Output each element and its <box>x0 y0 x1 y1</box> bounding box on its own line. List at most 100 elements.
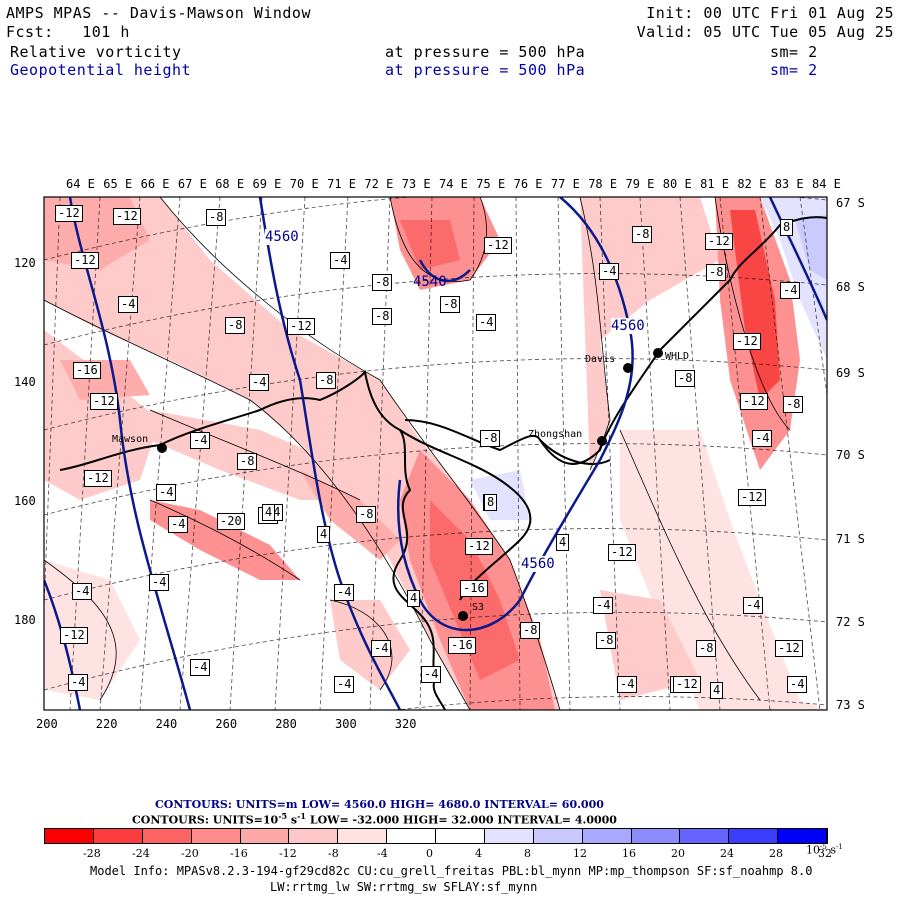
mawson-marker <box>157 443 167 453</box>
vorticity-label: -12 <box>705 233 733 250</box>
vort-info-sup1: -5 <box>278 811 288 821</box>
vorticity-label: -8 <box>372 274 393 291</box>
longitude-label: 84 E <box>812 177 841 191</box>
colorbar-cell <box>191 829 241 843</box>
field1-smoothing: sm= 2 <box>770 43 818 61</box>
longitude-label: 79 E <box>625 177 655 191</box>
vorticity-label: 4 <box>556 534 570 551</box>
longitude-label: 73 E <box>401 177 431 191</box>
vorticity-label: -12 <box>484 237 512 254</box>
colorbar-cell <box>778 829 827 843</box>
longitude-label: 64 E <box>66 177 95 191</box>
vorticity-label: -4 <box>617 676 638 693</box>
map-title: AMPS MPAS -- Davis-Mawson Window <box>6 4 311 22</box>
longitude-label: 68 E <box>215 177 245 191</box>
vorticity-label: -16 <box>73 362 101 379</box>
colorbar-cell <box>45 829 94 843</box>
coastline <box>59 216 827 710</box>
longitude-label: 82 E <box>737 177 767 191</box>
latitude-label: 68 S <box>836 280 865 294</box>
latitude-label: 73 S <box>836 698 865 712</box>
colorbar-cell <box>533 829 583 843</box>
longitude-label: 81 E <box>700 177 729 191</box>
fcst-label: Fcst: <box>6 23 54 41</box>
colorbar-tick-label: -12 <box>279 847 297 860</box>
vorticity-label: 8 <box>484 494 498 511</box>
longitude-label: 70 E <box>289 177 319 191</box>
vorticity-label: -4 <box>168 516 189 533</box>
vorticity-label: -8 <box>225 317 246 334</box>
model-info: Model Info: MPASv8.2.3-194-gf29cd82c CU:… <box>90 864 813 878</box>
davis-marker <box>623 363 633 373</box>
vorticity-label: -4 <box>334 584 355 601</box>
colorbar-tick-label: -8 <box>328 847 339 860</box>
colorbar-tick-label: 28 <box>769 847 783 860</box>
vorticity-label: -12 <box>775 640 803 657</box>
vorticity-label: -4 <box>421 666 442 683</box>
vorticity-label: -4 <box>780 282 801 299</box>
cb-units-sup: -5 <box>820 843 827 851</box>
latitude-label: 67 S <box>836 196 865 210</box>
vort-info-mid: s <box>287 813 298 827</box>
vorticity-label: -16 <box>448 637 476 654</box>
vorticity-contour-info: CONTOURS: UNITS=10-5 s-1 LOW= -32.000 HI… <box>132 811 617 827</box>
vorticity-label: -8 <box>356 506 377 523</box>
height-label: 4560 <box>521 556 555 572</box>
station-mawson: Mawson <box>112 434 149 445</box>
colorbar-cell <box>338 829 388 843</box>
vorticity-label: -8 <box>783 396 804 413</box>
field2-name: Geopotential height <box>10 61 192 79</box>
vorticity-label: -4 <box>743 597 764 614</box>
colorbar-cell <box>631 829 681 843</box>
colorbar-cell <box>680 829 730 843</box>
vorticity-label: -4 <box>476 314 497 331</box>
cb-units-s: s <box>826 843 836 857</box>
left-tick-label: 160 <box>14 494 36 508</box>
colorbar-cell <box>93 829 143 843</box>
longitude-label: 71 E <box>327 177 356 191</box>
vorticity-label: -8 <box>206 209 227 226</box>
cb-units-base: 10 <box>806 843 820 857</box>
height-label: 4560 <box>611 318 645 334</box>
vort-info-sup2: -1 <box>297 811 306 821</box>
colorbar-tick-label: 0 <box>426 847 433 860</box>
bottom-tick-label: 300 <box>335 717 357 731</box>
station-s3: S3 <box>472 602 485 613</box>
latitude-label: 71 S <box>836 532 865 546</box>
height-label: 4540 <box>413 274 447 290</box>
vorticity-label: -4 <box>68 674 89 691</box>
model-info-physics: LW:rrtmg_lw SW:rrtmg_sw SFLAY:sf_mynn <box>270 880 538 894</box>
longitude-label: 66 E <box>140 177 170 191</box>
station-whld: WHLD <box>665 351 690 362</box>
vorticity-label: -4 <box>593 597 614 614</box>
colorbar-cell <box>582 829 632 843</box>
longitude-label: 69 E <box>252 177 282 191</box>
bottom-tick-label: 220 <box>95 717 118 731</box>
fcst-value: 101 h <box>82 23 130 41</box>
field1-name: Relative vorticity <box>10 43 182 61</box>
station-markers <box>157 348 663 621</box>
colorbar-tick-label: 32 <box>818 847 832 860</box>
colorbar-units: 10-5 s-1 <box>806 843 843 857</box>
longitude-label: 78 E <box>588 177 618 191</box>
colorbar-tick-label: 24 <box>720 847 734 860</box>
cb-units-sup2: -1 <box>835 843 843 851</box>
left-tick-label: 180 <box>14 613 36 627</box>
colorbar-cell <box>387 829 436 843</box>
colorbar-tick-label: 12 <box>573 847 587 860</box>
zhongshan-marker <box>597 436 607 446</box>
vorticity-label: -8 <box>675 370 696 387</box>
vorticity-label: -8 <box>696 640 717 657</box>
colorbar-tick-label: 4 <box>475 847 482 860</box>
left-tick-label: 120 <box>14 256 36 270</box>
vorticity-label: -4 <box>190 432 211 449</box>
vort-info-rest: LOW= -32.000 HIGH= 32.000 INTERVAL= 4.00… <box>306 813 617 827</box>
colorbar-tick-label: 8 <box>524 847 531 860</box>
vorticity-label: -12 <box>84 470 112 487</box>
vorticity-label: -12 <box>113 208 141 225</box>
vorticity-label: 4 <box>710 682 724 699</box>
vorticity-label: -12 <box>90 393 118 410</box>
vorticity-label: -4 <box>334 676 355 693</box>
valid-time: Valid: 05 UTC Tue 05 Aug 25 <box>636 23 894 41</box>
